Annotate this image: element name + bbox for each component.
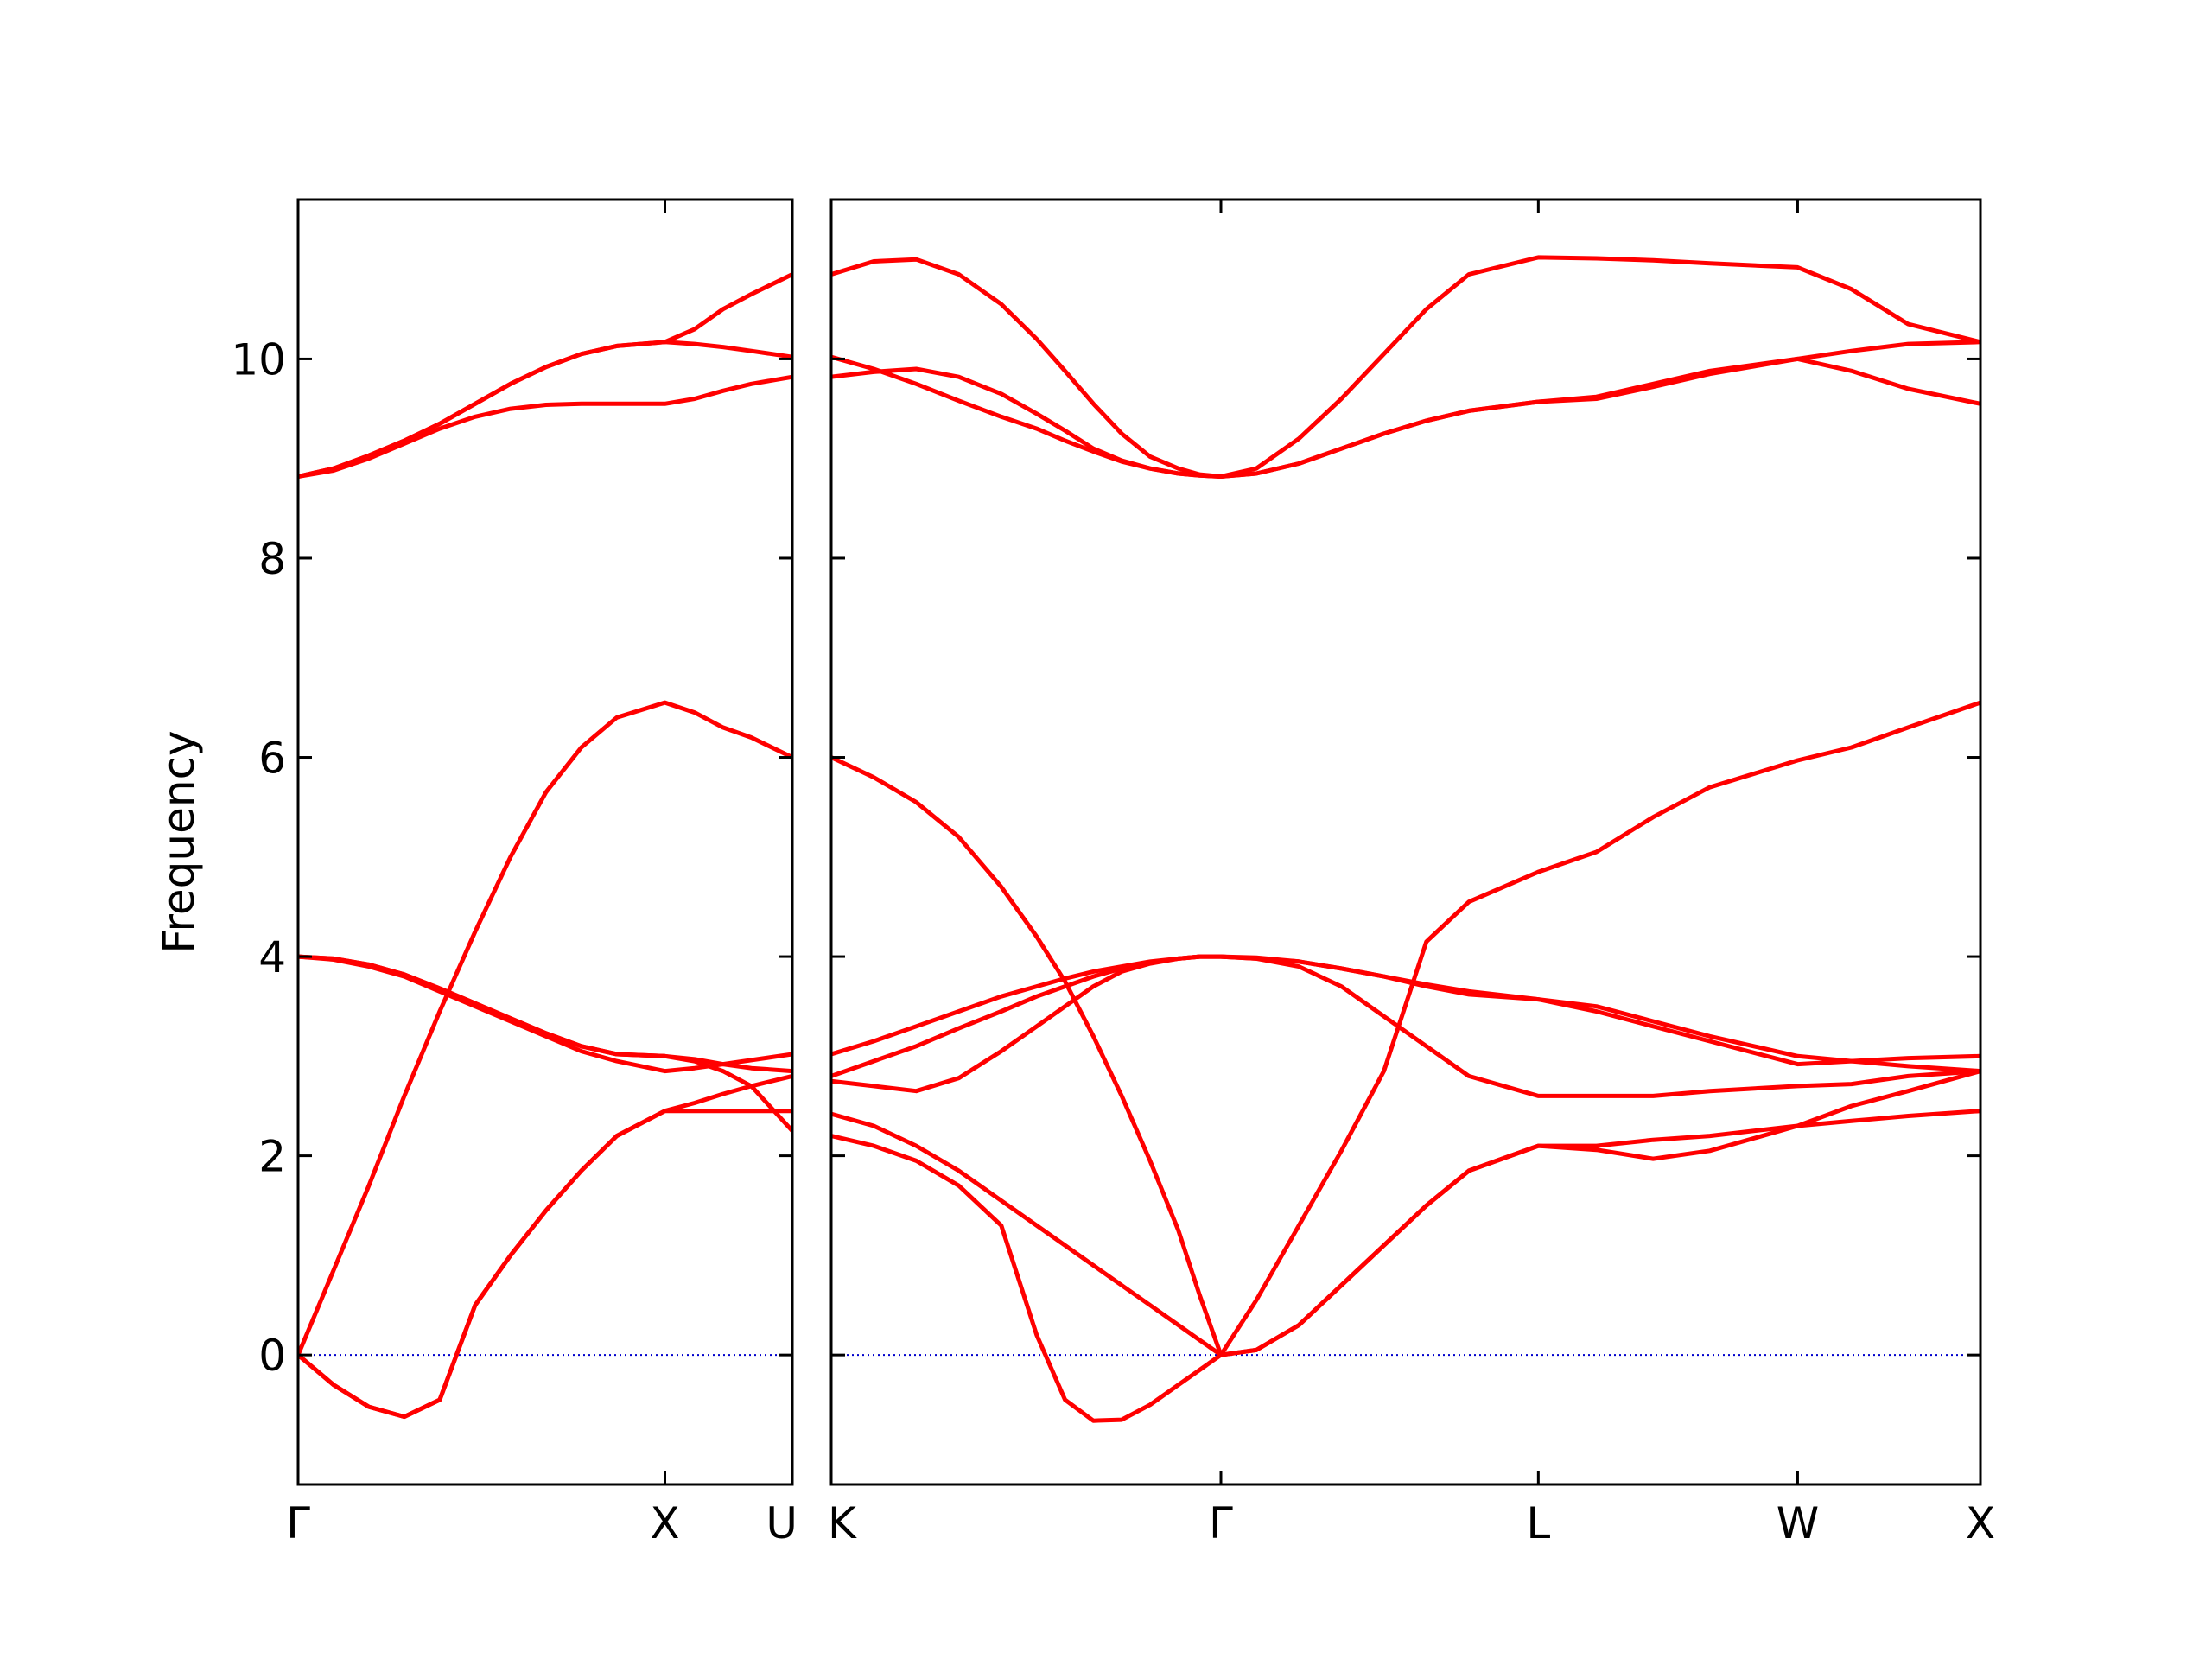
band-line bbox=[831, 255, 1980, 479]
x-tick-label: X bbox=[1966, 1498, 1995, 1548]
y-tick-label: 2 bbox=[258, 1132, 286, 1182]
band-line bbox=[298, 374, 792, 479]
band-line bbox=[298, 1073, 792, 1420]
band-line bbox=[298, 954, 792, 1074]
y-tick-label: 8 bbox=[258, 534, 286, 584]
band-line bbox=[831, 954, 1980, 1078]
x-tick-label: U bbox=[766, 1498, 798, 1548]
band-line bbox=[831, 1069, 1980, 1357]
y-tick-label: 6 bbox=[258, 734, 286, 784]
x-tick-label: Γ bbox=[1209, 1498, 1233, 1548]
band-line bbox=[831, 954, 1980, 1067]
y-tick-label: 10 bbox=[231, 334, 286, 385]
band-line bbox=[831, 954, 1980, 1098]
x-tick-label: X bbox=[650, 1498, 679, 1548]
band-line bbox=[831, 700, 1980, 1357]
plot-frame bbox=[830, 198, 1982, 1486]
y-axis-label: Frequency bbox=[154, 730, 204, 953]
band-line bbox=[831, 354, 1980, 479]
y-tick-label: 0 bbox=[258, 1331, 286, 1381]
y-tick-label: 4 bbox=[258, 932, 286, 982]
band-line bbox=[298, 954, 792, 1133]
x-tick-label: W bbox=[1777, 1498, 1819, 1548]
x-tick-label: K bbox=[828, 1498, 857, 1548]
band-line bbox=[298, 1109, 792, 1420]
plot-frame bbox=[296, 198, 794, 1486]
band-line bbox=[831, 1109, 1980, 1423]
band-line bbox=[298, 272, 792, 479]
band-line bbox=[298, 954, 792, 1074]
x-tick-label: Γ bbox=[286, 1498, 310, 1548]
x-tick-label: L bbox=[1526, 1498, 1550, 1548]
band-line bbox=[298, 700, 792, 1357]
